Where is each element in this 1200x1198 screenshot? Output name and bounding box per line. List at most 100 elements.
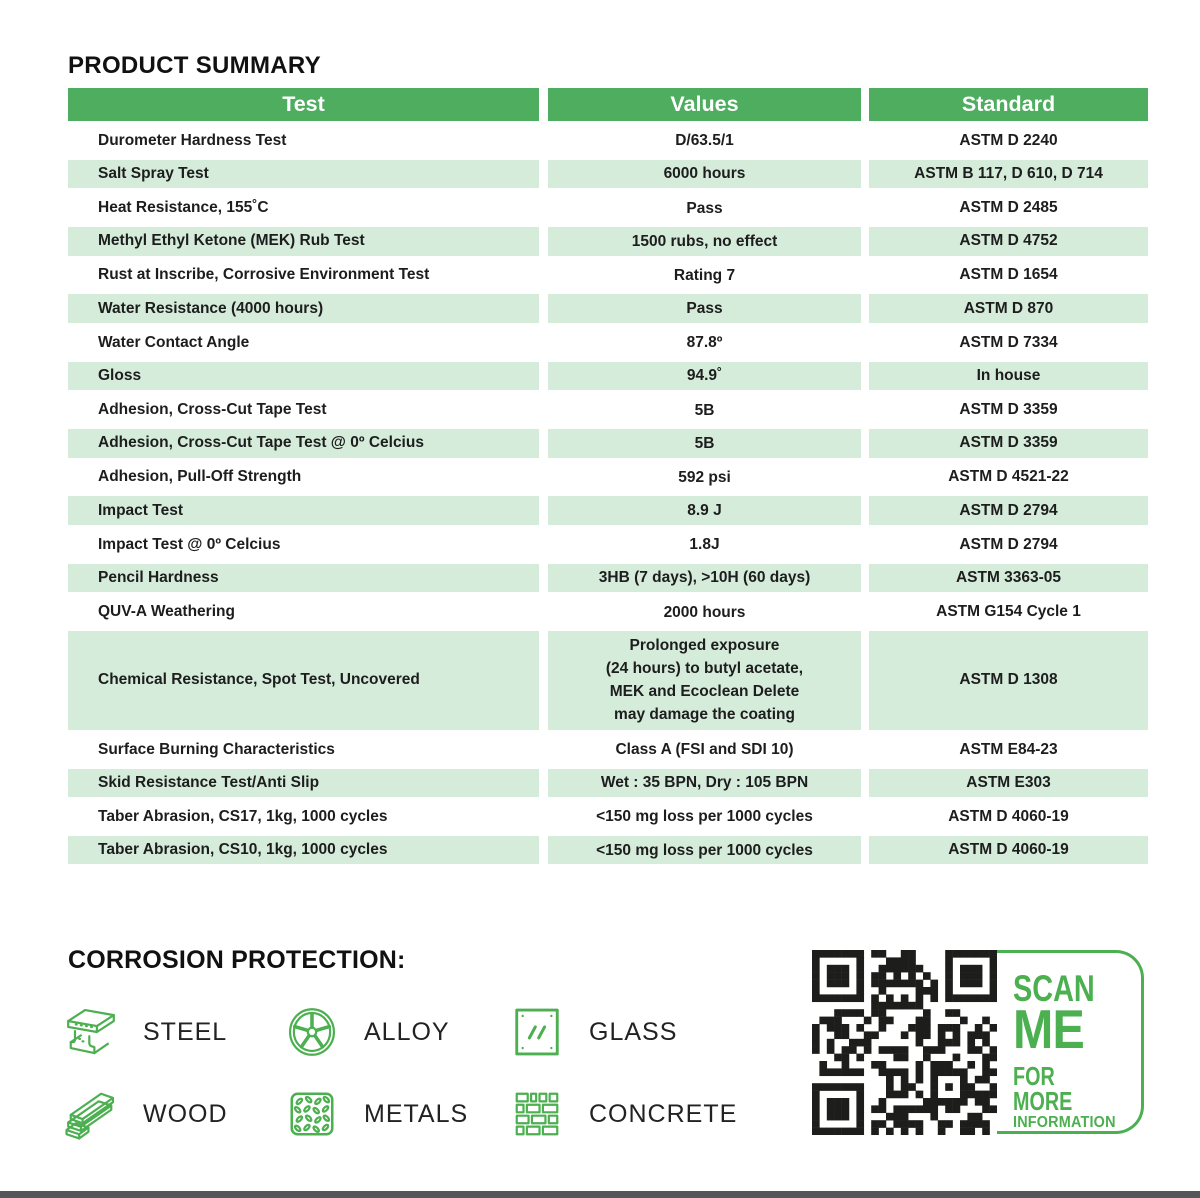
test-name: Adhesion, Cross-Cut Tape Test @ 0º Celci… xyxy=(68,426,539,461)
for-more-text: FOR MORE xyxy=(1013,1061,1073,1116)
test-name: Salt Spray Test xyxy=(68,157,539,192)
column-header-test: Test xyxy=(68,88,539,121)
test-standard: ASTM D 2794 xyxy=(869,494,1148,528)
table-row: QUV-A Weathering 2000 hours ASTM G154 Cy… xyxy=(68,595,1148,629)
table-header-row: Test Values Standard xyxy=(68,88,1148,121)
test-value: Pass xyxy=(686,199,723,217)
test-standard: ASTM D 1654 xyxy=(959,266,1058,284)
test-standard: ASTM D 4060-19 xyxy=(948,807,1069,825)
test-value: Pass xyxy=(548,292,861,326)
test-standard: ASTM G154 Cycle 1 xyxy=(936,603,1081,621)
test-value: 6000 hours xyxy=(548,157,861,192)
steel-icon xyxy=(64,1005,118,1059)
table-row: Impact Test 8.9 J ASTM D 2794 xyxy=(68,494,1148,528)
material-item-steel: STEEL xyxy=(64,1004,227,1060)
table-row: Adhesion, Pull-Off Strength 592 psi ASTM… xyxy=(68,461,1148,495)
test-standard: In house xyxy=(869,359,1148,394)
test-value: 8.9 J xyxy=(548,494,861,528)
table-row: Adhesion, Cross-Cut Tape Test @ 0º Celci… xyxy=(68,426,1148,461)
material-item-wood: WOOD xyxy=(64,1086,228,1142)
test-name: Skid Resistance Test/Anti Slip xyxy=(68,766,539,801)
test-standard: ASTM 3363-05 xyxy=(869,561,1148,596)
test-name: Water Contact Angle xyxy=(98,333,250,351)
test-value: Wet : 35 BPN, Dry : 105 BPN xyxy=(548,766,861,801)
column-header-standard: Standard xyxy=(869,88,1148,121)
test-value: 5B xyxy=(694,401,715,419)
material-item-glass: GLASS xyxy=(510,1004,677,1060)
table-row: Adhesion, Cross-Cut Tape Test 5B ASTM D … xyxy=(68,393,1148,427)
test-name: Adhesion, Cross-Cut Tape Test xyxy=(98,401,327,419)
table-row: Gloss 94.9˚ In house xyxy=(68,359,1148,394)
test-name: Gloss xyxy=(68,359,539,394)
material-item-alloy: ALLOY xyxy=(285,1004,450,1060)
test-standard: ASTM E303 xyxy=(869,766,1148,801)
glass-icon xyxy=(510,1005,564,1059)
scan-me-text: ME xyxy=(1013,998,1085,1060)
table-row: Water Resistance (4000 hours) Pass ASTM … xyxy=(68,292,1148,326)
table-row: Salt Spray Test 6000 hours ASTM B 117, D… xyxy=(68,157,1148,192)
test-standard: ASTM D 2485 xyxy=(959,199,1058,217)
test-standard: ASTM D 4060-19 xyxy=(869,833,1148,868)
table-row: Skid Resistance Test/Anti Slip Wet : 35 … xyxy=(68,766,1148,801)
test-standard: ASTM D 4752 xyxy=(869,224,1148,259)
test-value: Prolonged exposure (24 hours) to butyl a… xyxy=(548,628,861,733)
test-name: Taber Abrasion, CS17, 1kg, 1000 cycles xyxy=(98,807,388,825)
test-value: Rating 7 xyxy=(673,266,736,284)
test-value: 3HB (7 days), >10H (60 days) xyxy=(548,561,861,596)
test-name: Methyl Ethyl Ketone (MEK) Rub Test xyxy=(68,224,539,259)
product-summary-table: Test Values Standard Durometer Hardness … xyxy=(68,88,1148,868)
scan-text: SCAN xyxy=(1013,968,1095,1009)
corrosion-protection-heading: CORROSION PROTECTION: xyxy=(68,946,406,974)
test-value: <150 mg loss per 1000 cycles xyxy=(596,808,813,826)
test-value: <150 mg loss per 1000 cycles xyxy=(548,833,861,868)
test-standard: ASTM D 7334 xyxy=(959,333,1058,351)
test-name: Rust at Inscribe, Corrosive Environment … xyxy=(98,266,430,284)
test-standard: ASTM D 4521-22 xyxy=(948,468,1069,486)
material-item-concrete: CONCRETE xyxy=(510,1086,737,1142)
qr-code xyxy=(812,950,998,1136)
test-standard: ASTM D 2794 xyxy=(959,535,1058,553)
scan-me-panel: SCAN ME FOR MORE INFORMATION xyxy=(997,950,1144,1134)
test-value: 1.8J xyxy=(689,536,720,554)
table-row: Pencil Hardness 3HB (7 days), >10H (60 d… xyxy=(68,561,1148,596)
material-label: STEEL xyxy=(143,1017,228,1046)
test-name: Surface Burning Characteristics xyxy=(98,740,335,758)
test-value: 592 psi xyxy=(678,468,731,486)
material-item-metals: METALS xyxy=(285,1086,468,1142)
test-standard: ASTM E84-23 xyxy=(959,740,1058,758)
test-name: QUV-A Weathering xyxy=(98,603,235,621)
material-label: CONCRETE xyxy=(589,1099,738,1128)
test-name: Heat Resistance, 155˚C xyxy=(98,199,269,217)
test-name: Water Resistance (4000 hours) xyxy=(68,292,539,326)
test-value: 5B xyxy=(548,426,861,461)
page-title: PRODUCT SUMMARY xyxy=(68,52,321,79)
table-row: Methyl Ethyl Ketone (MEK) Rub Test 1500 … xyxy=(68,224,1148,259)
test-value: 2000 hours xyxy=(663,603,746,621)
alloy-icon xyxy=(285,1005,339,1059)
test-name: Pencil Hardness xyxy=(68,561,539,596)
test-value: D/63.5/1 xyxy=(675,132,734,150)
table-row: Rust at Inscribe, Corrosive Environment … xyxy=(68,259,1148,293)
test-standard: ASTM D 2240 xyxy=(959,131,1058,149)
test-name: Taber Abrasion, CS10, 1kg, 1000 cycles xyxy=(68,833,539,868)
column-header-values: Values xyxy=(548,88,861,121)
test-standard: ASTM D 3359 xyxy=(959,401,1058,419)
material-label: WOOD xyxy=(143,1099,228,1128)
test-name: Impact Test xyxy=(68,494,539,528)
test-name: Chemical Resistance, Spot Test, Uncovere… xyxy=(68,628,539,733)
information-text: INFORMATION xyxy=(1013,1114,1116,1131)
table-row: Taber Abrasion, CS17, 1kg, 1000 cycles <… xyxy=(68,800,1148,834)
test-standard: ASTM D 870 xyxy=(869,292,1148,326)
test-value: 87.8º xyxy=(686,334,723,352)
footer-bar xyxy=(0,1191,1200,1198)
test-standard: ASTM D 3359 xyxy=(869,426,1148,461)
table-row: Impact Test @ 0º Celcius 1.8J ASTM D 279… xyxy=(68,528,1148,562)
concrete-icon xyxy=(510,1087,564,1141)
test-standard: ASTM B 117, D 610, D 714 xyxy=(869,157,1148,192)
metals-icon xyxy=(285,1087,339,1141)
test-name: Durometer Hardness Test xyxy=(98,131,287,149)
table-row: Water Contact Angle 87.8º ASTM D 7334 xyxy=(68,326,1148,360)
test-value: 1500 rubs, no effect xyxy=(548,224,861,259)
wood-icon xyxy=(64,1087,118,1141)
